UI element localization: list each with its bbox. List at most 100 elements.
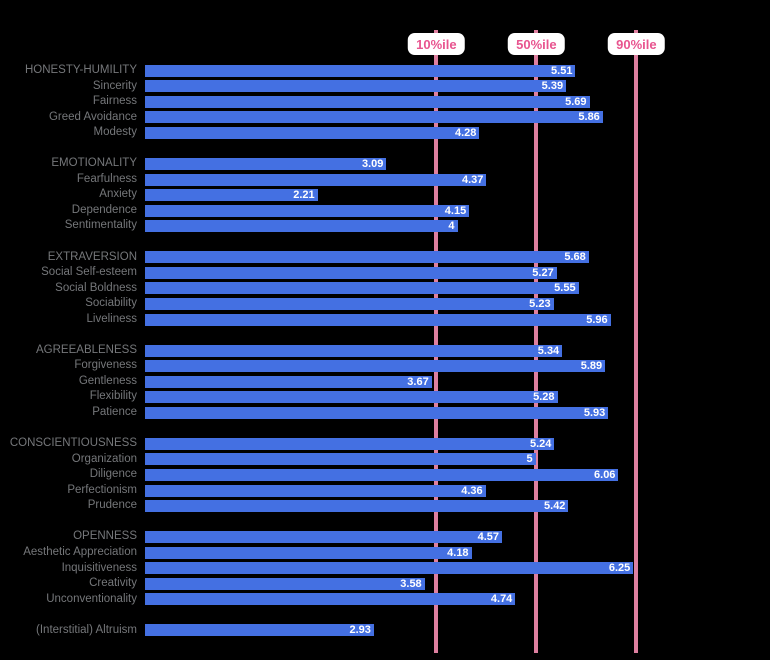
bar-row: Sentimentality 4 xyxy=(0,218,770,234)
bar-row: EXTRAVERSION 5.68 xyxy=(0,250,770,266)
score-bar: 5.27 xyxy=(145,266,557,279)
percentile-label: 10%ile xyxy=(408,33,465,55)
row-label: Fearfulness xyxy=(76,172,137,185)
row-label: Social Self-esteem xyxy=(41,266,137,279)
row-label: OPENNESS xyxy=(73,530,137,543)
score-value-label: 3.67 xyxy=(407,375,429,388)
bar-row: Prudence 5.42 xyxy=(0,498,770,514)
score-bar: 5 xyxy=(145,453,536,466)
score-value-label: 2.21 xyxy=(293,189,315,202)
score-bar: 5.69 xyxy=(145,95,590,108)
score-bar: 5.55 xyxy=(145,282,579,295)
bar-row: Fearfulness 4.37 xyxy=(0,172,770,188)
score-bar: 6.25 xyxy=(145,562,634,575)
bar-row: Dependence 4.15 xyxy=(0,203,770,219)
bar-row: Modesty 4.28 xyxy=(0,125,770,141)
score-value-label: 5.51 xyxy=(551,64,573,77)
bar-row: Perfectionism 4.36 xyxy=(0,483,770,499)
bar-row: Social Self-esteem 5.27 xyxy=(0,265,770,281)
bar-row: EMOTIONALITY 3.09 xyxy=(0,156,770,172)
bar-row: Aesthetic Appreciation 4.18 xyxy=(0,545,770,561)
score-bar: 5.96 xyxy=(145,313,611,326)
score-bar: 5.68 xyxy=(145,251,589,264)
score-value-label: 3.58 xyxy=(400,577,422,590)
row-label: Patience xyxy=(92,406,137,419)
row-label: Gentleness xyxy=(78,374,137,387)
row-label: Aesthetic Appreciation xyxy=(23,545,137,558)
row-label: Diligence xyxy=(89,468,137,481)
score-bar: 4.28 xyxy=(145,126,480,139)
percentile-reference-line xyxy=(534,30,539,653)
score-value-label: 5.24 xyxy=(529,437,552,450)
score-value-label: 4.57 xyxy=(477,531,500,544)
bar-row: HONESTY-HUMILITY 5.51 xyxy=(0,63,770,79)
row-label: EXTRAVERSION xyxy=(47,250,137,263)
percentile-reference-line xyxy=(634,30,639,653)
bar-row: Flexibility 5.28 xyxy=(0,389,770,405)
score-bar: 2.93 xyxy=(145,624,374,637)
score-value-label: 5.28 xyxy=(533,391,555,404)
score-value-label: 4.28 xyxy=(454,126,477,139)
row-label: CONSCIENTIOUSNESS xyxy=(9,437,137,450)
row-label: HONESTY-HUMILITY xyxy=(24,64,137,76)
percentile-label: 90%ile xyxy=(608,33,665,55)
group-spacer xyxy=(0,327,770,343)
score-value-label: 5.93 xyxy=(583,406,606,419)
percentile-reference-line xyxy=(434,30,439,653)
group-spacer xyxy=(0,607,770,623)
score-bar: 4 xyxy=(145,220,458,233)
row-label: Forgiveness xyxy=(74,359,137,372)
score-value-label: 5.69 xyxy=(565,95,587,108)
score-bar: 5.23 xyxy=(145,298,554,310)
score-bar: 3.67 xyxy=(145,375,432,388)
bar-row: Sincerity 5.39 xyxy=(0,79,770,95)
score-value-label: 5 xyxy=(526,453,533,466)
score-bar: 5.39 xyxy=(145,80,567,93)
score-value-label: 4.36 xyxy=(461,484,483,497)
row-label: Flexibility xyxy=(89,390,137,403)
row-label: Liveliness xyxy=(86,312,138,325)
score-value-label: 4.74 xyxy=(490,593,513,606)
row-label: Social Boldness xyxy=(55,281,137,294)
score-bar: 4.36 xyxy=(145,484,486,497)
score-bar: 4.74 xyxy=(145,593,516,606)
percentile-label: 50%ile xyxy=(508,33,565,55)
score-value-label: 5.39 xyxy=(541,80,564,93)
row-label: Dependence xyxy=(71,203,137,216)
score-value-label: 4 xyxy=(448,220,455,233)
bar-row: Greed Avoidance 5.86 xyxy=(0,110,770,126)
score-bar: 5.24 xyxy=(145,437,555,450)
bar-row: Patience 5.93 xyxy=(0,405,770,421)
bar-row: Creativity 3.58 xyxy=(0,576,770,592)
score-value-label: 4.18 xyxy=(447,546,469,559)
score-bar: 4.18 xyxy=(145,546,472,559)
score-bar: 5.51 xyxy=(145,64,576,77)
group-spacer xyxy=(0,141,770,157)
score-value-label: 5.34 xyxy=(537,344,560,357)
bar-row: Diligence 6.06 xyxy=(0,467,770,483)
score-bar: 5.42 xyxy=(145,500,569,513)
bar-row: Sociability 5.23 xyxy=(0,296,770,312)
bar-row: Liveliness 5.96 xyxy=(0,312,770,328)
row-label: Organization xyxy=(71,452,137,465)
bar-row: Anxiety 2.21 xyxy=(0,187,770,203)
row-label: AGREEABLENESS xyxy=(36,343,137,356)
score-bar: 4.57 xyxy=(145,531,503,544)
group-spacer xyxy=(0,514,770,530)
bar-row: AGREEABLENESS 5.34 xyxy=(0,343,770,359)
score-value-label: 5.86 xyxy=(578,111,600,124)
bar-row: Forgiveness 5.89 xyxy=(0,358,770,374)
score-value-label: 5.68 xyxy=(564,251,586,264)
score-bar: 5.89 xyxy=(145,360,606,373)
row-label: Unconventionality xyxy=(46,592,137,605)
score-value-label: 5.27 xyxy=(532,266,554,279)
score-value-label: 5.55 xyxy=(554,282,576,295)
score-bar: 5.93 xyxy=(145,406,609,419)
bar-row: (Interstitial) Altruism 2.93 xyxy=(0,623,770,639)
bar-rows: HONESTY-HUMILITY 5.51 Sincerity 5.39 Fai… xyxy=(0,63,770,638)
score-value-label: 5.96 xyxy=(586,313,608,326)
row-label: Sociability xyxy=(85,297,137,310)
bar-row: Inquisitiveness 6.25 xyxy=(0,561,770,577)
score-bar: 4.15 xyxy=(145,204,470,217)
